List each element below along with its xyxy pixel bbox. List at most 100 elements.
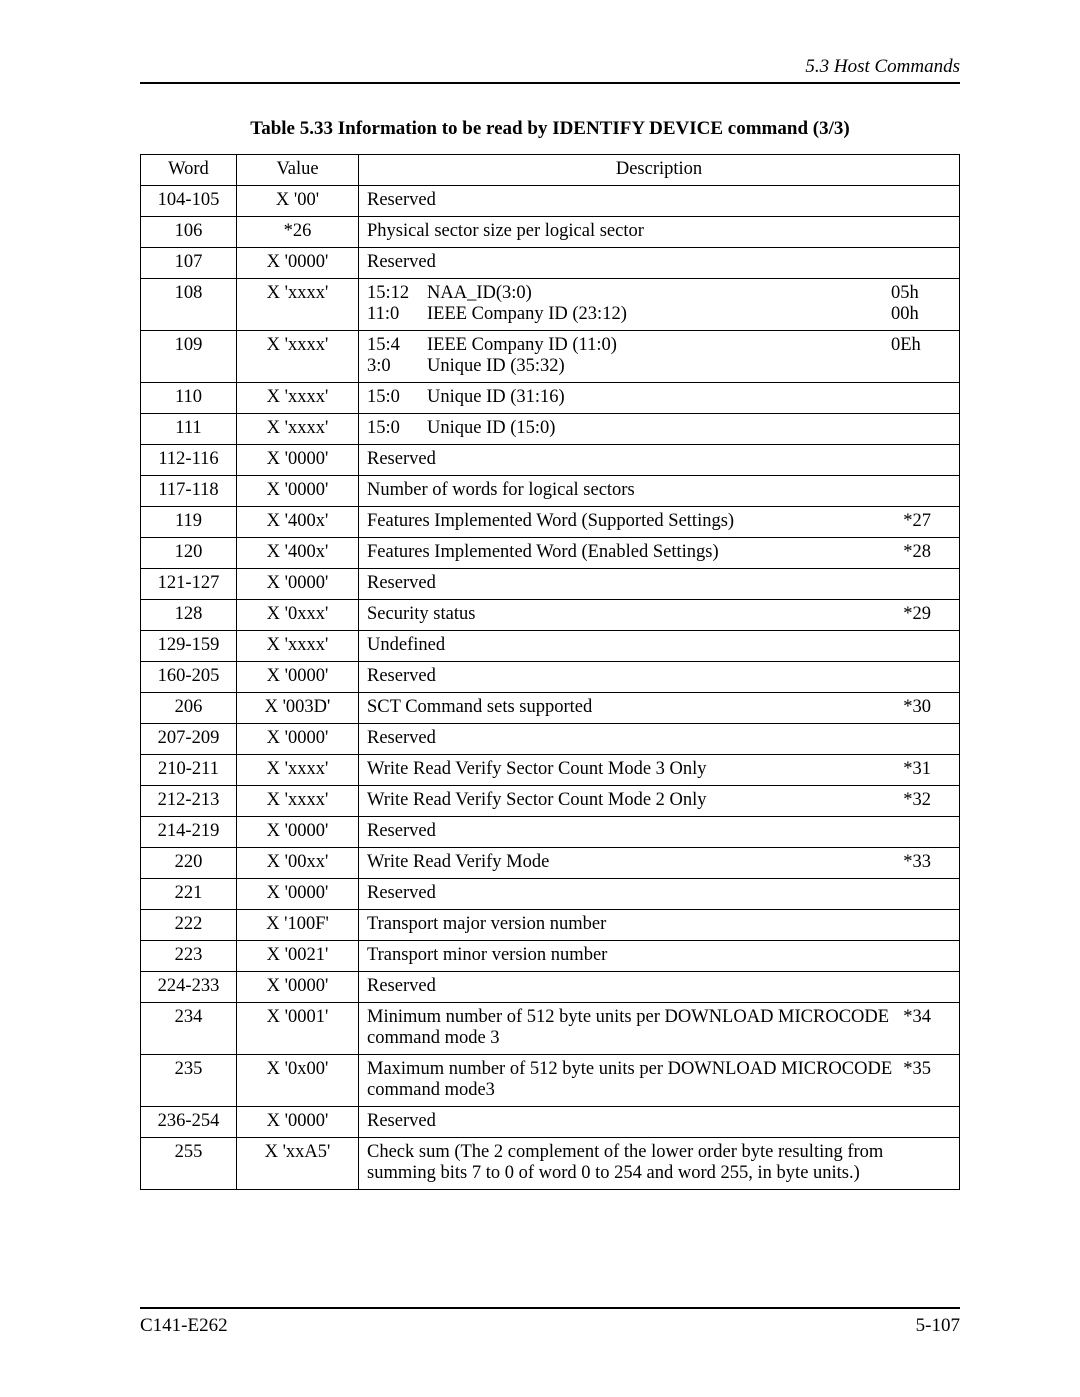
footer-left: C141-E262 bbox=[140, 1315, 228, 1337]
cell-word: 210-211 bbox=[141, 755, 237, 786]
desc-text: Minimum number of 512 byte units per DOW… bbox=[367, 1007, 903, 1049]
cell-word: 128 bbox=[141, 600, 237, 631]
table-row: 104-105X '00'Reserved bbox=[141, 186, 960, 217]
cell-value: X '0000' bbox=[237, 972, 359, 1003]
cell-value: X 'xxxx' bbox=[237, 631, 359, 662]
cell-description: Transport major version number bbox=[359, 910, 960, 941]
desc-note: *31 bbox=[903, 759, 951, 780]
section-header: 5.3 Host Commands bbox=[140, 56, 960, 84]
col-word: Word bbox=[141, 155, 237, 186]
table-row: 235X '0x00'Maximum number of 512 byte un… bbox=[141, 1055, 960, 1107]
cell-value: X 'xxxx' bbox=[237, 383, 359, 414]
cell-value: X '0x00' bbox=[237, 1055, 359, 1107]
identify-device-table: Word Value Description 104-105X '00'Rese… bbox=[140, 154, 960, 1190]
table-row: 119X '400x'Features Implemented Word (Su… bbox=[141, 507, 960, 538]
cell-word: 112-116 bbox=[141, 445, 237, 476]
table-row: 120X '400x'Features Implemented Word (En… bbox=[141, 538, 960, 569]
bitfield-name: IEEE Company ID (11:0) bbox=[427, 335, 891, 356]
cell-word: 160-205 bbox=[141, 662, 237, 693]
cell-value: X '0000' bbox=[237, 879, 359, 910]
bitfield-code: 05h bbox=[891, 283, 951, 304]
bitfield-code bbox=[891, 356, 951, 377]
page-footer: C141-E262 5-107 bbox=[140, 1307, 960, 1337]
cell-value: X 'xxxx' bbox=[237, 414, 359, 445]
cell-description: Reserved bbox=[359, 817, 960, 848]
desc-note: *35 bbox=[903, 1059, 951, 1101]
desc-text: Write Read Verify Mode bbox=[367, 852, 903, 873]
desc-note: *30 bbox=[903, 697, 951, 718]
cell-description: Security status*29 bbox=[359, 600, 960, 631]
cell-description: 15:0Unique ID (15:0) bbox=[359, 414, 960, 445]
desc-note: *27 bbox=[903, 511, 951, 532]
cell-description: Write Read Verify Sector Count Mode 2 On… bbox=[359, 786, 960, 817]
bitfield-bits: 15:12 bbox=[367, 283, 427, 304]
cell-description: Reserved bbox=[359, 1107, 960, 1138]
cell-description: Check sum (The 2 complement of the lower… bbox=[359, 1138, 960, 1190]
cell-description: 15:0Unique ID (31:16) bbox=[359, 383, 960, 414]
cell-description: Reserved bbox=[359, 972, 960, 1003]
desc-text: SCT Command sets supported bbox=[367, 697, 903, 718]
cell-word: 104-105 bbox=[141, 186, 237, 217]
cell-value: X '0000' bbox=[237, 724, 359, 755]
cell-word: 207-209 bbox=[141, 724, 237, 755]
table-row: 206X '003D'SCT Command sets supported*30 bbox=[141, 693, 960, 724]
cell-description: 15:4IEEE Company ID (11:0)0Eh3:0Unique I… bbox=[359, 331, 960, 383]
cell-description: Write Read Verify Mode*33 bbox=[359, 848, 960, 879]
desc-with-note: Write Read Verify Mode*33 bbox=[367, 852, 951, 873]
cell-word: 121-127 bbox=[141, 569, 237, 600]
table-row: 236-254X '0000'Reserved bbox=[141, 1107, 960, 1138]
bitfield-code bbox=[891, 418, 951, 439]
cell-word: 220 bbox=[141, 848, 237, 879]
cell-word: 234 bbox=[141, 1003, 237, 1055]
table-row: 224-233X '0000'Reserved bbox=[141, 972, 960, 1003]
table-row: 220X '00xx' Write Read Verify Mode*33 bbox=[141, 848, 960, 879]
table-row: 106*26Physical sector size per logical s… bbox=[141, 217, 960, 248]
bitfield-line: 15:4IEEE Company ID (11:0)0Eh bbox=[367, 335, 951, 356]
table-row: 214-219X '0000'Reserved bbox=[141, 817, 960, 848]
col-value: Value bbox=[237, 155, 359, 186]
cell-word: 129-159 bbox=[141, 631, 237, 662]
cell-value: X '0000' bbox=[237, 662, 359, 693]
cell-value: X '00xx' bbox=[237, 848, 359, 879]
bitfield-line: 15:0Unique ID (15:0) bbox=[367, 418, 951, 439]
cell-value: X '0xxx' bbox=[237, 600, 359, 631]
desc-text: Maximum number of 512 byte units per DOW… bbox=[367, 1059, 903, 1101]
cell-value: X '00' bbox=[237, 186, 359, 217]
cell-word: 221 bbox=[141, 879, 237, 910]
cell-description: Physical sector size per logical sector bbox=[359, 217, 960, 248]
cell-value: X '0000' bbox=[237, 445, 359, 476]
cell-value: X '0000' bbox=[237, 1107, 359, 1138]
table-row: 160-205X '0000'Reserved bbox=[141, 662, 960, 693]
cell-description: Reserved bbox=[359, 186, 960, 217]
desc-note: *33 bbox=[903, 852, 951, 873]
bitfield-name: NAA_ID(3:0) bbox=[427, 283, 891, 304]
table-header-row: Word Value Description bbox=[141, 155, 960, 186]
cell-word: 107 bbox=[141, 248, 237, 279]
bitfield-line: 11:0IEEE Company ID (23:12)00h bbox=[367, 304, 951, 325]
desc-note: *29 bbox=[903, 604, 951, 625]
desc-with-note: Features Implemented Word (Supported Set… bbox=[367, 511, 951, 532]
bitfield-bits: 11:0 bbox=[367, 304, 427, 325]
table-row: 210-211X 'xxxx' Write Read Verify Sector … bbox=[141, 755, 960, 786]
cell-value: X '400x' bbox=[237, 507, 359, 538]
desc-note: *28 bbox=[903, 542, 951, 563]
bitfield-bits: 15:0 bbox=[367, 418, 427, 439]
cell-value: X 'xxxx' bbox=[237, 755, 359, 786]
bitfield-bits: 15:0 bbox=[367, 387, 427, 408]
cell-word: 222 bbox=[141, 910, 237, 941]
cell-value: X '0000' bbox=[237, 248, 359, 279]
cell-value: X '0000' bbox=[237, 817, 359, 848]
table-row: 110X 'xxxx'15:0Unique ID (31:16) bbox=[141, 383, 960, 414]
desc-note: *34 bbox=[903, 1007, 951, 1049]
cell-description: Write Read Verify Sector Count Mode 3 On… bbox=[359, 755, 960, 786]
cell-value: X '0001' bbox=[237, 1003, 359, 1055]
bitfield-name: Unique ID (15:0) bbox=[427, 418, 891, 439]
bitfield-name: IEEE Company ID (23:12) bbox=[427, 304, 891, 325]
desc-with-note: Write Read Verify Sector Count Mode 3 On… bbox=[367, 759, 951, 780]
cell-word: 110 bbox=[141, 383, 237, 414]
cell-word: 212-213 bbox=[141, 786, 237, 817]
cell-description: Features Implemented Word (Supported Set… bbox=[359, 507, 960, 538]
desc-with-note: Minimum number of 512 byte units per DOW… bbox=[367, 1007, 951, 1049]
table-row: 207-209X '0000'Reserved bbox=[141, 724, 960, 755]
cell-value: X '0000' bbox=[237, 476, 359, 507]
